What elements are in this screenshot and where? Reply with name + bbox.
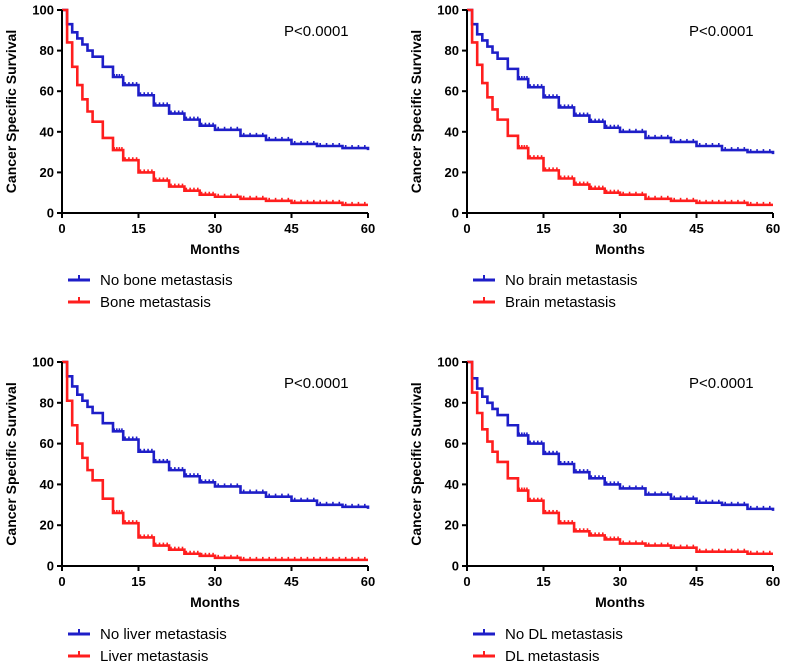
x-tick-label: 0 — [463, 221, 470, 236]
x-tick-label: 30 — [613, 221, 627, 236]
survival-curve-metastasis — [467, 8, 773, 207]
survival-curve-no-metastasis — [467, 8, 775, 155]
x-tick-label: 15 — [536, 221, 550, 236]
legend-label: DL metastasis — [505, 648, 599, 665]
km-panel-3: 0 20 40 60 80 100 0 15 30 45 60 Months Cancer Specif… — [3, 355, 375, 666]
y-tick-label: 20 — [445, 165, 459, 180]
y-tick-label: 80 — [445, 395, 459, 410]
y-tick-label: 40 — [445, 124, 459, 139]
p-value-label: P<0.0001 — [689, 375, 754, 392]
y-tick-label: 20 — [40, 165, 54, 180]
legend-label: No brain metastasis — [505, 272, 638, 289]
y-axis-title: Cancer Specific Survival — [408, 382, 424, 545]
legend-entry-no-metastasis: No liver metastasis — [68, 626, 227, 643]
y-tick-label: 0 — [47, 559, 54, 574]
y-tick-label: 100 — [437, 3, 459, 18]
x-tick-label: 0 — [463, 574, 470, 589]
km-panel-2: 0 20 40 60 80 100 0 15 30 45 60 Months Cancer Specif… — [408, 3, 780, 312]
x-tick-label: 45 — [284, 221, 298, 236]
y-tick-label: 80 — [40, 43, 54, 58]
legend-entry-no-metastasis: No DL metastasis — [473, 626, 623, 643]
y-tick-label: 0 — [47, 206, 54, 221]
x-tick-label: 45 — [689, 221, 703, 236]
x-tick-label: 30 — [208, 221, 222, 236]
y-tick-label: 60 — [445, 84, 459, 99]
y-tick-label: 40 — [40, 124, 54, 139]
y-axis-title: Cancer Specific Survival — [3, 382, 19, 545]
legend-entry-no-metastasis: No bone metastasis — [68, 272, 233, 289]
x-tick-label: 15 — [131, 221, 145, 236]
x-tick-label: 30 — [208, 574, 222, 589]
x-tick-label: 30 — [613, 574, 627, 589]
km-panel-1: 0 20 40 60 80 100 0 15 30 45 60 Months Cancer Specif… — [3, 3, 375, 312]
x-tick-label: 15 — [131, 574, 145, 589]
x-tick-label: 60 — [361, 221, 375, 236]
y-tick-label: 100 — [437, 355, 459, 370]
y-tick-label: 20 — [40, 518, 54, 533]
y-tick-label: 80 — [40, 395, 54, 410]
y-tick-label: 40 — [40, 477, 54, 492]
y-tick-label: 40 — [445, 477, 459, 492]
x-axis-title: Months — [595, 241, 645, 257]
survival-curve-metastasis — [62, 360, 368, 562]
p-value-label: P<0.0001 — [689, 23, 754, 40]
legend-entry-metastasis: Brain metastasis — [473, 294, 616, 311]
x-axis-title: Months — [190, 594, 240, 610]
y-tick-label: 60 — [40, 436, 54, 451]
y-tick-label: 80 — [445, 43, 459, 58]
x-tick-label: 45 — [284, 574, 298, 589]
km-panel-4: 0 20 40 60 80 100 0 15 30 45 60 Months Cancer Specif… — [408, 355, 780, 666]
y-tick-label: 0 — [452, 206, 459, 221]
y-axis-title: Cancer Specific Survival — [408, 30, 424, 193]
y-axis-title: Cancer Specific Survival — [3, 30, 19, 193]
x-tick-label: 60 — [361, 574, 375, 589]
legend-entry-metastasis: DL metastasis — [473, 648, 599, 665]
x-tick-label: 60 — [766, 574, 780, 589]
y-tick-label: 20 — [445, 518, 459, 533]
legend-label: Brain metastasis — [505, 294, 616, 311]
p-value-label: P<0.0001 — [284, 23, 349, 40]
x-tick-label: 15 — [536, 574, 550, 589]
legend-entry-metastasis: Liver metastasis — [68, 648, 208, 665]
legend-label: No DL metastasis — [505, 626, 623, 643]
survival-curve-no-metastasis — [62, 360, 370, 509]
legend-label: No liver metastasis — [100, 626, 227, 643]
survival-curve-metastasis — [467, 360, 773, 556]
y-tick-label: 100 — [32, 355, 54, 370]
legend-label: No bone metastasis — [100, 272, 233, 289]
legend-label: Bone metastasis — [100, 294, 211, 311]
y-tick-label: 60 — [445, 436, 459, 451]
x-axis-title: Months — [595, 594, 645, 610]
y-tick-label: 60 — [40, 84, 54, 99]
x-axis-title: Months — [190, 241, 240, 257]
y-tick-label: 100 — [32, 3, 54, 18]
y-tick-label: 0 — [452, 559, 459, 574]
x-tick-label: 60 — [766, 221, 780, 236]
legend-label: Liver metastasis — [100, 648, 208, 665]
legend-entry-metastasis: Bone metastasis — [68, 294, 211, 311]
legend-entry-no-metastasis: No brain metastasis — [473, 272, 638, 289]
survival-curve-metastasis — [62, 8, 368, 207]
x-tick-label: 45 — [689, 574, 703, 589]
x-tick-label: 0 — [58, 221, 65, 236]
x-tick-label: 0 — [58, 574, 65, 589]
survival-curve-no-metastasis — [467, 360, 775, 511]
survival-curve-no-metastasis — [62, 8, 370, 151]
p-value-label: P<0.0001 — [284, 375, 349, 392]
